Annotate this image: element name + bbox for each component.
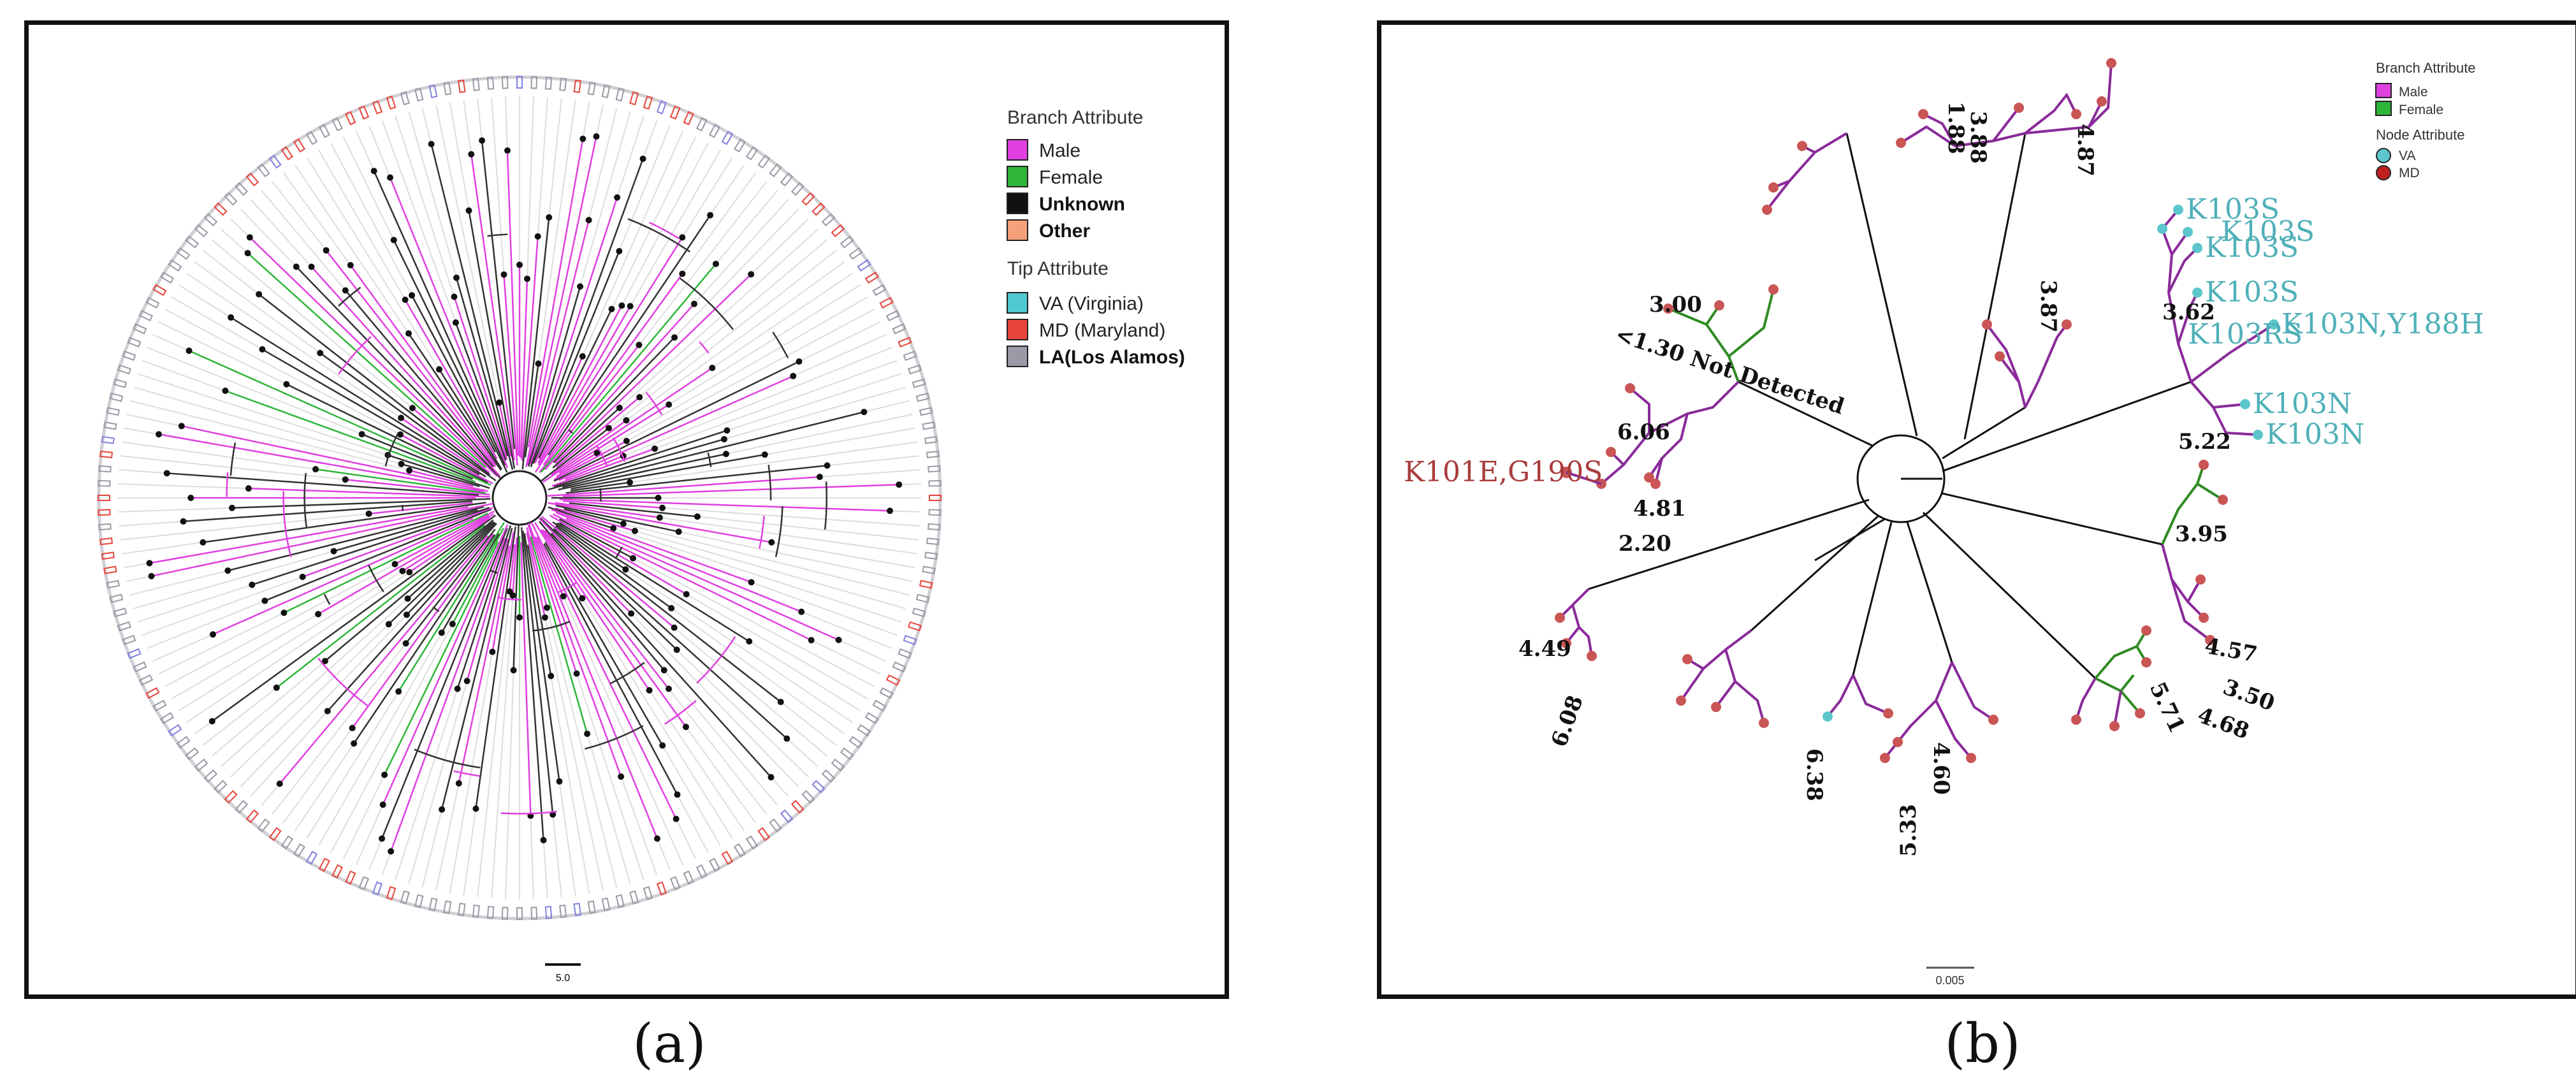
legend: Branch Attribute Male Female Node Attrib…	[2375, 60, 2476, 180]
legend-node-title: Node Attribute	[2376, 127, 2464, 143]
tip-nodes	[1555, 58, 2279, 763]
node-value: 3.50	[2220, 674, 2278, 717]
node-value: 4.81	[1633, 496, 1686, 521]
legend-label-md: MD	[2399, 166, 2420, 180]
legend-swatch-va	[1007, 292, 1028, 314]
mutation-label: K103N,Y188H	[2281, 308, 2484, 340]
scale-bar: 0.005	[1926, 966, 1974, 987]
legend-label-la: LA(Los Alamos)	[1039, 347, 1185, 368]
legend-label-md: MD (Maryland)	[1039, 320, 1165, 341]
panel-a: 5.0 Branch Attribute Male Female Unknown…	[24, 20, 1229, 999]
scale-bar: 5.0	[545, 963, 581, 984]
mutation-label: K103N	[2266, 418, 2364, 451]
node-value: 3.88	[1965, 111, 1991, 164]
node-value: <1.30 Not Detected	[1612, 322, 1847, 420]
scale-label: 5.0	[556, 973, 570, 984]
mutation-label: K101E,G190S	[1404, 456, 1603, 488]
node-value: 6.38	[1801, 748, 1827, 801]
node-value: 4.60	[1928, 742, 1954, 795]
caption-a: (a)	[632, 1012, 706, 1075]
legend-swatch-md	[2376, 165, 2391, 180]
mutation-label: K103RS	[2188, 318, 2303, 351]
legend-swatch-female	[1007, 166, 1028, 187]
panel-b: K103S K103S K103S K103S K103RS K103N,Y18…	[1377, 20, 2576, 999]
scale-label: 0.005	[1935, 974, 1964, 987]
legend-swatch-male	[2375, 83, 2392, 98]
legend-swatch-va	[2376, 148, 2391, 163]
node-value: 1.88	[1943, 101, 1968, 154]
mutation-label: K103S	[2221, 215, 2315, 248]
node-value: 4.87	[2072, 124, 2098, 177]
tree-branches	[1559, 62, 2275, 759]
mutation-label: K103N	[2253, 388, 2352, 420]
node-value: 4.49	[1518, 636, 1571, 662]
node-value: 2.20	[1619, 531, 1671, 557]
node-value: 4.68	[2194, 703, 2252, 745]
legend-label-va: VA	[2399, 149, 2415, 163]
legend-swatch-md	[1007, 319, 1028, 340]
node-value: 5.33	[1896, 804, 1921, 857]
legend-swatch-la	[1007, 346, 1028, 367]
legend-label-unknown: Unknown	[1039, 194, 1125, 215]
legend-tip-title: Tip Attribute	[1007, 258, 1109, 279]
legend-label-male: Male	[1039, 140, 1081, 161]
legend-label-female: Female	[2399, 103, 2443, 117]
radial-phylogenetic-tree: K103S K103S K103S K103S K103RS K103N,Y18…	[1404, 58, 2484, 987]
node-value: 4.57	[2202, 633, 2259, 667]
node-value: 6.06	[1617, 419, 1670, 445]
tree-branches	[97, 75, 942, 921]
legend-swatch-male	[1007, 139, 1028, 161]
node-value: 3.62	[2162, 300, 2215, 325]
mutation-labels: K103S K103S K103S K103S K103RS K103N,Y18…	[1404, 193, 2484, 488]
node-value: 3.95	[2175, 521, 2228, 547]
legend-branch-title: Branch Attribute	[1007, 107, 1143, 128]
legend-label-male: Male	[2399, 85, 2428, 99]
legend-label-female: Female	[1039, 167, 1103, 188]
mutation-label: K103S	[2205, 231, 2299, 264]
node-value: 3.00	[1649, 292, 1702, 317]
legend-swatch-unknown	[1007, 193, 1028, 214]
legend-label-other: Other	[1039, 221, 1090, 242]
legend-swatch-other	[1007, 219, 1028, 241]
mutation-label: K103S	[2186, 193, 2280, 226]
node-value: 5.71	[2144, 678, 2190, 737]
legend-label-va: VA (Virginia)	[1039, 293, 1144, 314]
caption-b: (b)	[1944, 1012, 2021, 1075]
node-value: 3.87	[2035, 280, 2061, 333]
node-value: 6.08	[1546, 692, 1589, 750]
mutation-label: K103S	[2205, 276, 2299, 309]
circular-phylogenetic-tree: 5.0 Branch Attribute Male Female Unknown…	[97, 75, 1185, 984]
legend-branch-title: Branch Attribute	[2376, 60, 2476, 76]
node-value: 5.22	[2178, 429, 2231, 455]
legend: Branch Attribute Male Female Unknown Oth…	[1007, 107, 1185, 368]
legend-swatch-female	[2375, 101, 2392, 116]
